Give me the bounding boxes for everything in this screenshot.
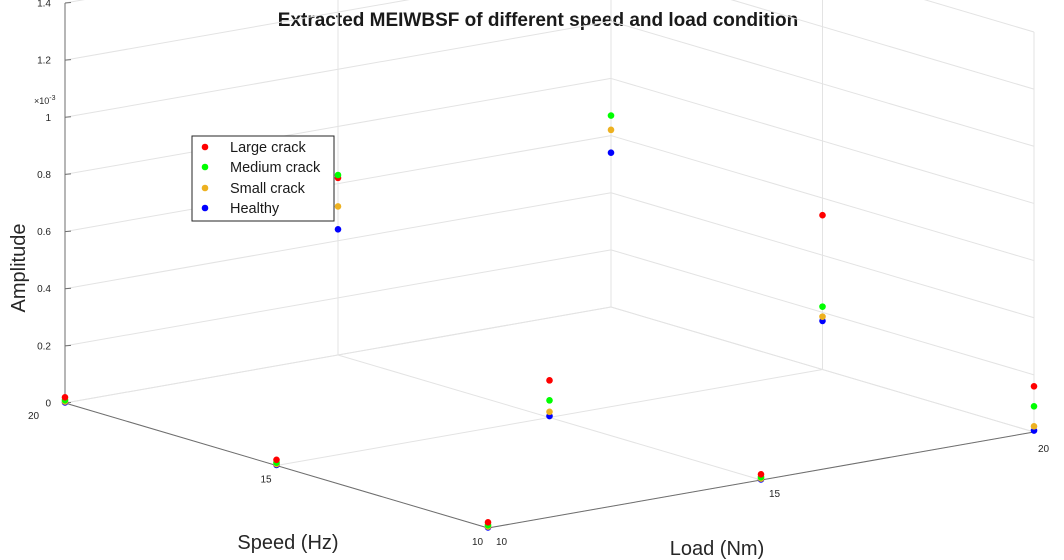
data-point-medium-crack <box>334 171 342 179</box>
z-exponent-base: ×10 <box>34 96 49 106</box>
grid-line-floor-y <box>64 306 612 404</box>
data-point-healthy <box>607 149 615 157</box>
chart-title: Extracted MEIWBSF of different speed and… <box>278 10 798 31</box>
x-tick-label: 15 <box>769 489 781 500</box>
z-tick-mark <box>64 173 72 175</box>
legend-label-healthy: Healthy <box>230 201 280 217</box>
data-point-large-crack <box>757 470 765 478</box>
grid-line-side-z <box>923 0 1035 33</box>
z-tick-mark <box>64 287 72 290</box>
data-point-small-crack <box>334 203 342 210</box>
z-tick-label: 1.2 <box>37 56 51 67</box>
z-exponent-power: -3 <box>49 95 55 102</box>
x-tick-label: 20 <box>1038 444 1050 455</box>
grid-lines <box>64 0 1035 529</box>
y-tick-label: 15 <box>261 475 273 486</box>
z-tick-mark <box>64 344 72 347</box>
z-tick-label: 1 <box>45 113 51 124</box>
data-point-medium-crack <box>546 397 553 404</box>
axes <box>64 2 1035 529</box>
legend-marker-large-crack <box>201 143 209 151</box>
data-point-small-crack <box>607 126 615 134</box>
data-point-large-crack <box>484 518 492 526</box>
legend-marker-small-crack <box>201 184 209 192</box>
z-tick-mark <box>64 116 72 118</box>
z-axis-label: Amplitude <box>8 224 30 313</box>
data-point-large-crack <box>273 456 280 464</box>
data-point-medium-crack <box>819 303 826 310</box>
legend-label-medium-crack: Medium crack <box>230 160 321 176</box>
y-tick-label: 10 <box>472 537 484 548</box>
z-tick-mark <box>64 230 72 233</box>
x-axis-label: Load (Nm) <box>670 538 764 560</box>
data-point-large-crack <box>546 377 553 384</box>
legend-label-small-crack: Small crack <box>230 181 306 197</box>
legend: Large crack Medium crack Small crack Hea… <box>191 135 335 222</box>
data-point-medium-crack <box>607 112 615 119</box>
legend-box <box>191 135 335 222</box>
data-point-large-crack <box>61 393 69 401</box>
data-point-large-crack <box>1030 382 1038 390</box>
z-tick-label: 0.8 <box>37 170 51 181</box>
z-tick-label: 0.6 <box>37 227 51 238</box>
legend-marker-healthy <box>201 204 209 212</box>
z-tick-label: 0.4 <box>37 284 51 295</box>
z-tick-label: 1.4 <box>37 0 51 10</box>
x-tick-label: 10 <box>496 537 508 548</box>
legend-label-large-crack: Large crack <box>230 140 307 156</box>
tick-labels: 0 0.2 0.4 0.6 0.8 1 1.2 1.4 10 15 20 10 15 20 <box>28 0 1050 548</box>
data-point-medium-crack <box>1030 402 1038 410</box>
legend-marker-medium-crack <box>201 163 209 171</box>
z-tick-label: 0.2 <box>37 341 51 352</box>
data-points <box>61 112 1038 531</box>
y-tick-label: 20 <box>28 411 40 422</box>
data-point-small-crack <box>819 313 826 320</box>
z-exponent-label: ×10-3 <box>34 95 56 106</box>
y-axis-label: Speed (Hz) <box>237 532 338 554</box>
z-tick-label: 0 <box>45 399 51 410</box>
z-tick-mark <box>64 59 72 61</box>
data-point-small-crack <box>546 408 553 416</box>
data-point-healthy <box>334 225 342 233</box>
z-tick-mark <box>64 2 72 4</box>
data-point-large-crack <box>819 211 826 219</box>
data-point-small-crack <box>1030 422 1038 430</box>
